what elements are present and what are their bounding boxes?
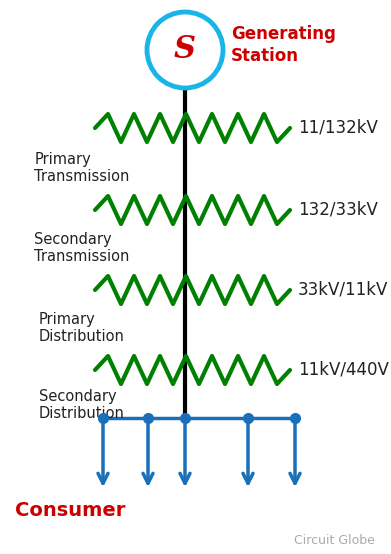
Text: Consumer: Consumer — [15, 500, 126, 520]
Text: S: S — [174, 34, 196, 65]
Text: 11/132kV: 11/132kV — [298, 119, 378, 137]
Text: Generating
Station: Generating Station — [231, 25, 336, 65]
Ellipse shape — [147, 12, 223, 88]
Text: Primary
Transmission: Primary Transmission — [34, 152, 130, 184]
Text: 11kV/440V: 11kV/440V — [298, 361, 389, 379]
Text: Primary
Distribution: Primary Distribution — [39, 312, 125, 344]
Text: Circuit Globe: Circuit Globe — [294, 534, 375, 546]
Text: Secondary
Transmission: Secondary Transmission — [34, 232, 130, 264]
Text: 33kV/11kV: 33kV/11kV — [298, 281, 388, 299]
Text: 132/33kV: 132/33kV — [298, 201, 378, 219]
Text: Secondary
Distribution: Secondary Distribution — [39, 389, 125, 421]
